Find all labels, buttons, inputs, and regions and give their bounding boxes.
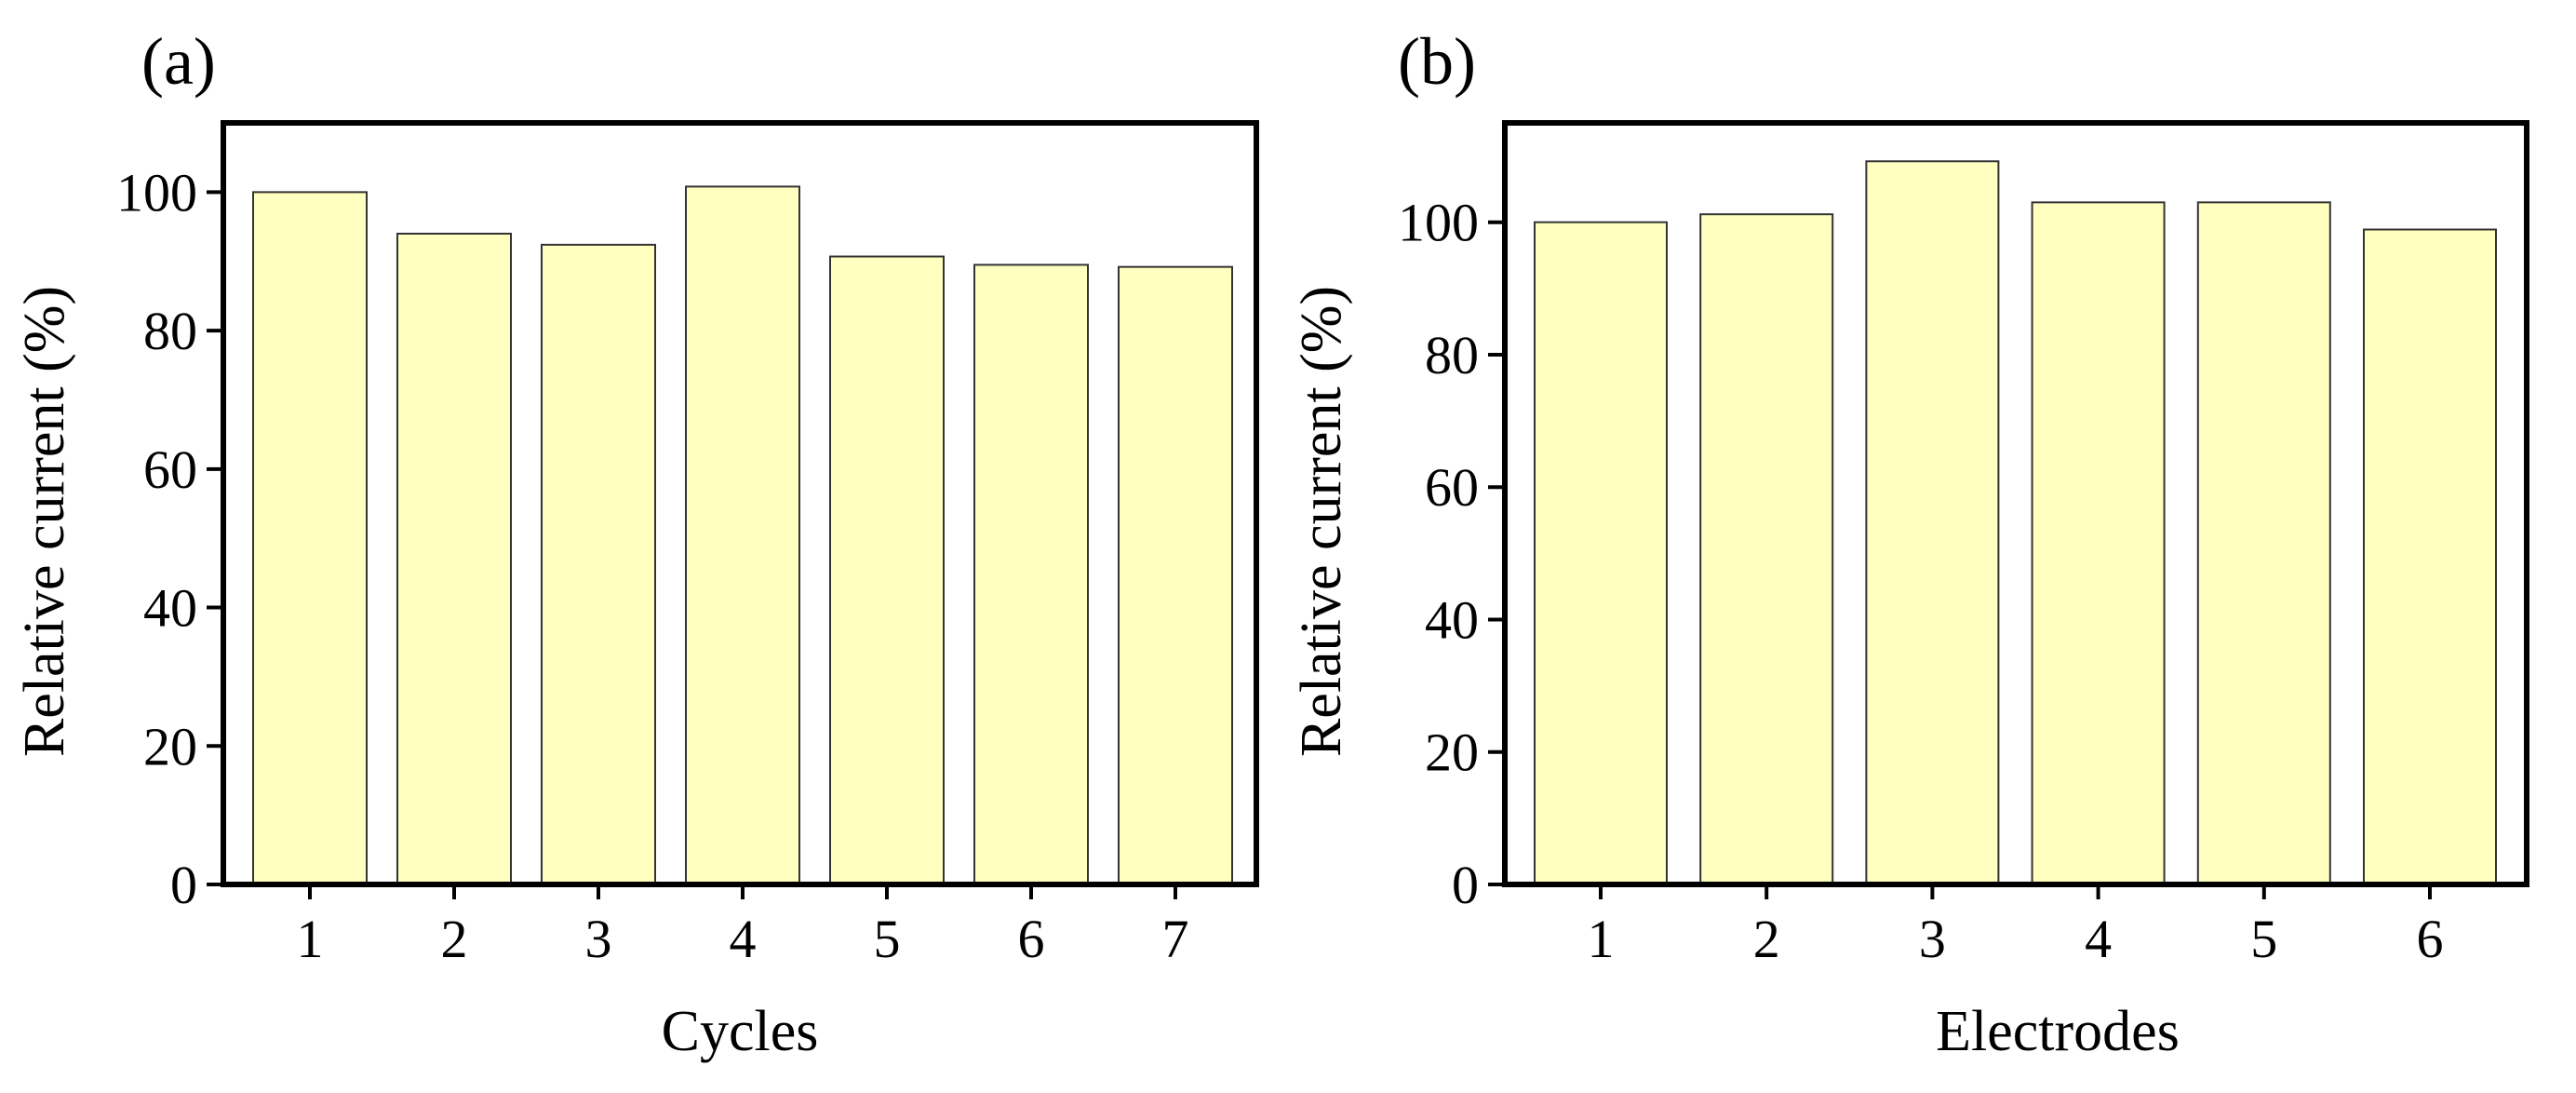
x-tick-label-a-3: 3 xyxy=(585,909,612,969)
y-tick-label-b-40: 40 xyxy=(1425,589,1479,650)
plot-frame-b xyxy=(1502,120,2529,887)
bar-a-5 xyxy=(829,255,945,886)
x-tick-label-a-7: 7 xyxy=(1162,909,1189,969)
x-tick-label-a-2: 2 xyxy=(441,909,468,969)
y-tick-label-a-40: 40 xyxy=(143,578,197,639)
bar-b-1 xyxy=(1534,221,1668,885)
bar-a-7 xyxy=(1118,265,1233,885)
bar-b-3 xyxy=(1865,160,2000,885)
y-tick-label-b-80: 80 xyxy=(1425,325,1479,385)
x-tick-label-b-1: 1 xyxy=(1588,909,1615,969)
bar-b-2 xyxy=(1699,213,1834,886)
x-tick-label-a-4: 4 xyxy=(730,909,757,969)
chart-panel-b: (b) Electrodes Relative current (%) 1 2 3 4… xyxy=(1288,0,2576,1093)
y-tick-label-b-20: 20 xyxy=(1425,722,1479,783)
bar-a-6 xyxy=(973,263,1089,886)
x-tick-label-b-4: 4 xyxy=(2085,909,2112,969)
plot-area-a: 1 2 3 4 5 6 7 0 20 40 60 80 100 xyxy=(116,120,1259,969)
x-tick-label-a-6: 6 xyxy=(1018,909,1045,969)
x-axis-title-b: Electrodes xyxy=(1936,1000,2180,1063)
x-tick-label-b-5: 5 xyxy=(2250,909,2277,969)
x-tick-label-b-3: 3 xyxy=(1919,909,1946,969)
x-tick-label-b-2: 2 xyxy=(1753,909,1780,969)
bar-b-4 xyxy=(2031,201,2166,886)
panel-label-b: (b) xyxy=(1398,24,1476,99)
y-tick-label-a-80: 80 xyxy=(143,301,197,361)
bar-a-2 xyxy=(396,232,512,885)
x-axis-title-a: Cycles xyxy=(662,1000,819,1063)
bar-chart-b: (b) Electrodes Relative current (%) 1 2 3 4… xyxy=(1290,24,2529,1063)
y-tick-label-b-0: 0 xyxy=(1452,855,1479,915)
bar-a-4 xyxy=(685,185,800,885)
y-axis-title-b: Relative current (%) xyxy=(1290,286,1353,757)
y-axis-title-a: Relative current (%) xyxy=(13,286,76,757)
y-tick-label-b-100: 100 xyxy=(1398,193,1479,253)
x-tick-label-b-6: 6 xyxy=(2417,909,2444,969)
x-tick-label-a-5: 5 xyxy=(874,909,901,969)
plot-frame-a xyxy=(221,120,1259,887)
y-tick-label-a-0: 0 xyxy=(170,855,197,915)
x-tick-label-a-1: 1 xyxy=(297,909,324,969)
bar-a-3 xyxy=(541,243,656,885)
chart-panel-a: (a) Cycles Relative current (%) 1 2 3 4 5 6 7 0… xyxy=(13,24,1259,1063)
y-tick-label-a-60: 60 xyxy=(143,439,197,500)
y-tick-label-b-60: 60 xyxy=(1425,457,1479,518)
bar-b-6 xyxy=(2363,228,2497,885)
panel-label-a: (a) xyxy=(141,24,216,99)
bar-a-1 xyxy=(252,191,368,885)
y-tick-label-a-100: 100 xyxy=(116,162,197,223)
y-tick-label-a-20: 20 xyxy=(143,716,197,776)
bar-chart-a: (a) Cycles Relative current (%) 1 2 3 4 5 6 7 0… xyxy=(13,24,1259,1063)
bar-b-5 xyxy=(2196,201,2331,886)
